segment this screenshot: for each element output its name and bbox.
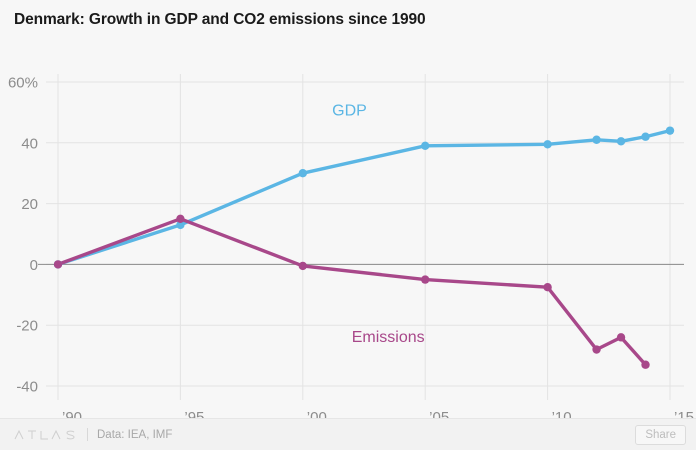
point-emissions-2014[interactable] [641,360,650,369]
y-tick-0: 0 [30,257,38,274]
point-gdp-2010[interactable] [543,140,552,149]
footer-divider [87,428,88,441]
y-axis-tick-labels: 60% 40 20 0 -20 -40 [8,75,38,396]
point-gdp-2005[interactable] [421,141,430,151]
y-tick-20: 20 [21,196,38,213]
series-annotations: GDP Emissions [332,102,424,345]
atlas-logo [14,428,97,441]
point-emissions-2005[interactable] [421,275,430,284]
point-gdp-1995[interactable] [176,220,185,230]
x-gridlines [57,74,671,400]
point-gdp-2012[interactable] [592,135,601,144]
point-emissions-2010[interactable] [543,283,552,292]
series-label-gdp: GDP [332,102,367,119]
point-emissions-1995[interactable] [176,214,185,223]
share-button[interactable]: Share [635,424,686,445]
point-gdp-2000[interactable] [298,169,307,178]
point-gdp-2015[interactable] [665,126,675,135]
series-label-emissions: Emissions [352,329,425,346]
point-gdp-2014[interactable] [641,132,650,141]
point-emissions-2000[interactable] [298,261,307,271]
chart-footer: Data: IEA, IMF Share [0,418,696,450]
series-points [53,126,675,369]
point-emissions-2012[interactable] [592,345,601,354]
point-emissions-2013[interactable] [616,333,626,342]
atlas-wordmark-icon [14,429,75,439]
y-tick--40: -40 [16,379,38,396]
y-tick-60: 60% [8,75,38,92]
line-gdp [56,128,672,267]
point-gdp-2013[interactable] [616,137,626,146]
y-tick--20: -20 [16,318,38,335]
page-title: Denmark: Growth in GDP and CO2 emissions… [14,11,426,28]
line-emissions [56,217,648,367]
source-text: Data: IEA, IMF [97,428,173,441]
point-emissions-1990[interactable] [53,260,63,269]
y-tick-40: 40 [21,135,38,152]
